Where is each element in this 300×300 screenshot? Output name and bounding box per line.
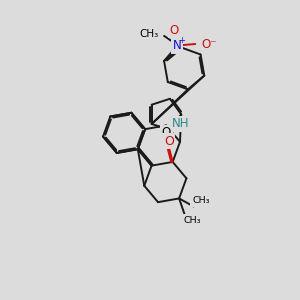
Text: N: N [173, 39, 182, 52]
Text: CH₃: CH₃ [192, 196, 210, 205]
Text: CH₃: CH₃ [140, 28, 159, 38]
Text: O: O [162, 126, 171, 140]
Text: NH: NH [172, 117, 190, 130]
Text: +: + [178, 36, 185, 45]
Text: O: O [170, 23, 179, 37]
Text: O: O [164, 135, 174, 148]
Text: O⁻: O⁻ [202, 38, 217, 50]
Text: CH₃: CH₃ [183, 216, 200, 225]
